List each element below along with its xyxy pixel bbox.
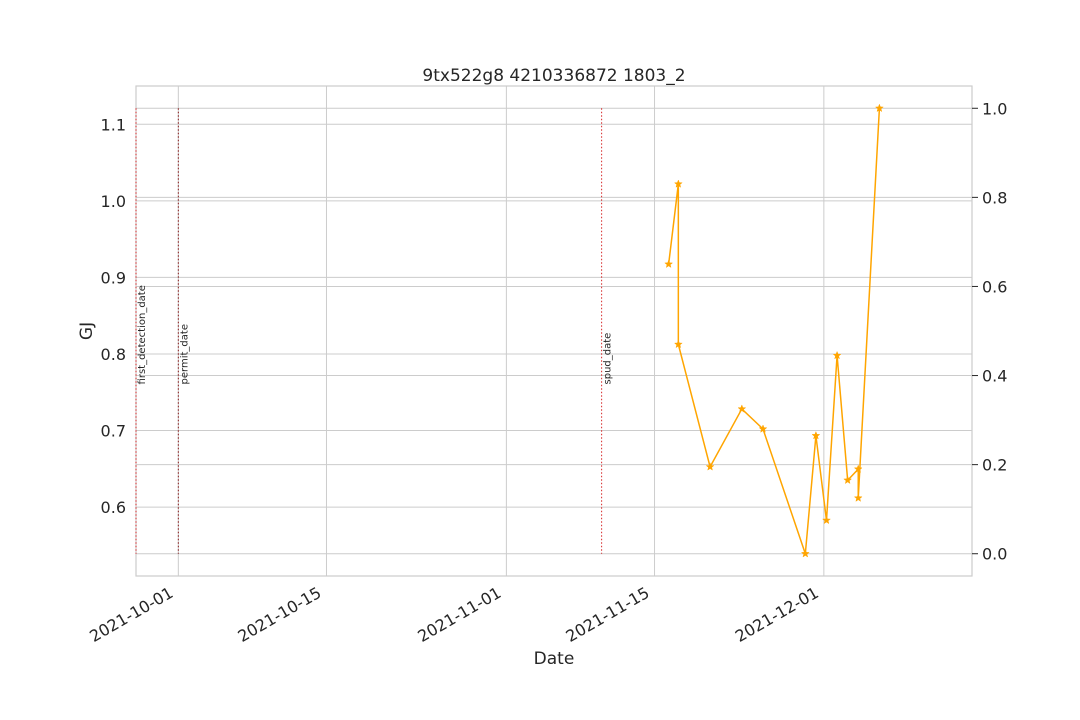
left-tick-label: 0.6 [101,498,126,517]
grid-lines [136,86,972,576]
left-axis-ticks: 0.6 0.7 0.8 0.9 1.0 1.1 [101,115,126,517]
right-tick-label: 0.6 [982,277,1007,296]
x-tick-label: 2021-11-01 [414,583,504,646]
left-tick-label: 0.7 [101,422,126,441]
right-tick-label: 0.2 [982,456,1007,475]
data-point [737,404,747,413]
y-axis-label-left: GJ [77,322,97,340]
data-point [800,549,810,558]
data-point [705,462,715,471]
x-axis-ticks: 2021-10-01 2021-10-15 2021-11-01 2021-11-15… [86,583,822,646]
x-tick-label: 2021-10-15 [234,583,324,646]
x-tick-label: 2021-10-01 [86,583,176,646]
series-group [664,103,884,558]
event-label-first-detection-date: first_detection_date [137,285,148,384]
data-point [673,339,683,349]
x-tick-label: 2021-11-15 [563,583,653,646]
right-axis-ticks: 0.0 0.2 0.4 0.6 0.8 1.0 [972,99,1007,564]
data-point [853,493,863,502]
data-point [822,515,831,525]
plot-frame [135,85,973,577]
left-tick-label: 1.0 [101,192,126,211]
data-point [664,259,674,268]
data-point [843,475,853,485]
left-tick-label: 0.8 [101,345,126,364]
left-tick-label: 1.1 [101,115,126,134]
event-label-spud-date: spud_date [603,333,614,385]
series-line [667,108,881,554]
right-tick-label: 0.8 [982,188,1007,207]
chart-title: 9tx522g8 4210336872 1803_2 [422,66,685,86]
right-tick-label: 1.0 [982,99,1007,118]
x-axis-label: Date [534,649,575,669]
right-tick-label: 0.0 [982,545,1007,564]
left-tick-label: 0.9 [101,268,126,287]
event-label-permit-date: permit_date [179,324,190,384]
data-point [811,430,821,440]
right-tick-label: 0.4 [982,367,1007,386]
data-point [874,103,884,113]
data-point [673,179,683,188]
event-lines: first_detection_date permit_date spud_date [135,108,614,554]
data-point [832,350,842,360]
data-point [853,464,863,473]
data-point [758,424,768,433]
x-tick-label: 2021-12-01 [732,583,822,646]
